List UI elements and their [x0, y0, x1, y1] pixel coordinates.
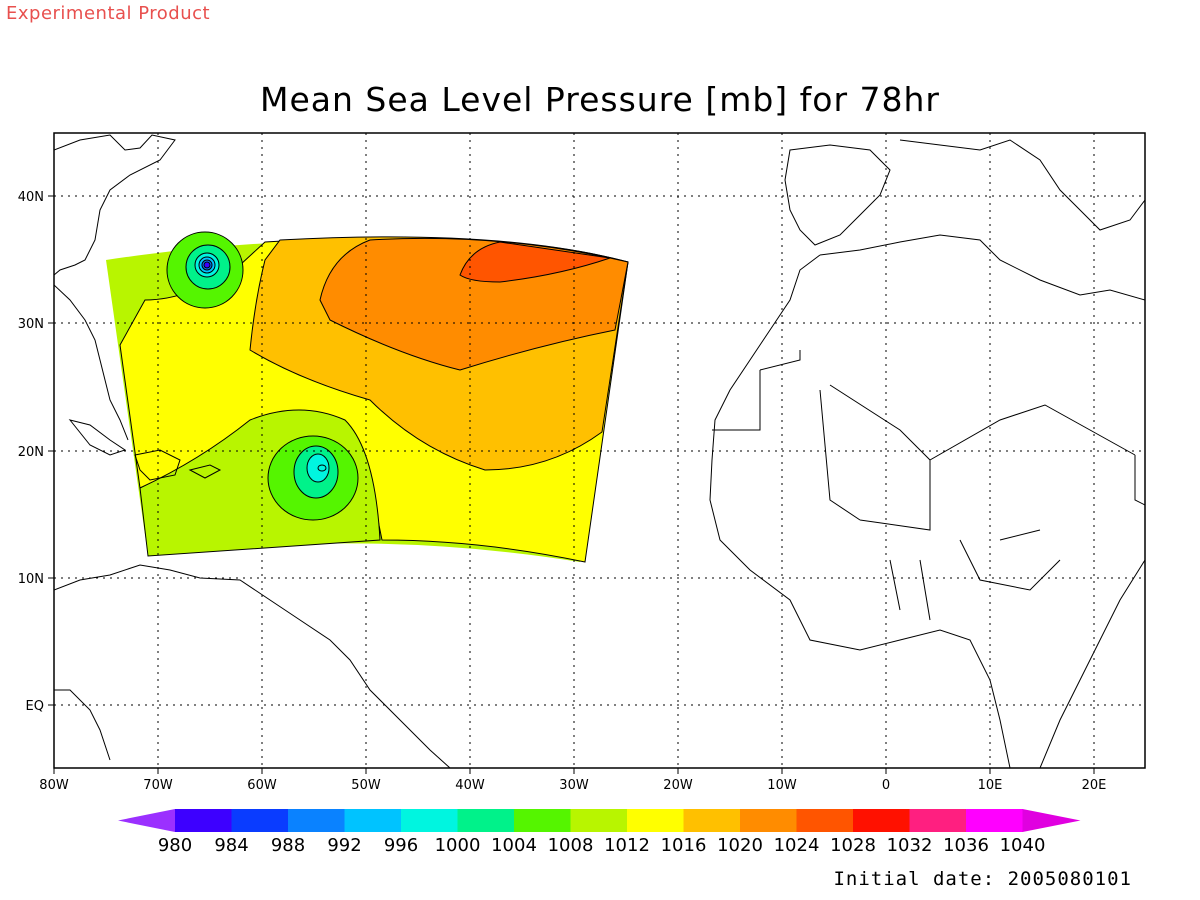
y-tick-label: 20N	[18, 445, 44, 460]
colorbar-label: 1020	[717, 835, 763, 856]
colorbar-label: 996	[384, 835, 418, 856]
colorbar-label: 1032	[887, 835, 933, 856]
x-tick-label: 10E	[978, 778, 1003, 793]
initial-date: Initial date: 2005080101	[833, 868, 1132, 890]
y-tick-label: EQ	[26, 699, 44, 714]
colorbar-label: 1004	[491, 835, 537, 856]
y-tick-label: 30N	[18, 317, 44, 332]
x-tick-label: 20E	[1082, 778, 1107, 793]
pressure-field	[106, 231, 629, 563]
experimental-product-label: Experimental Product	[6, 3, 211, 24]
y-tick-marks	[48, 195, 54, 706]
colorbar-label: 1008	[548, 835, 594, 856]
colorbar-segment	[627, 809, 684, 832]
colorbar-segment	[231, 809, 289, 832]
x-tick-label: 0	[882, 778, 890, 793]
colorbar-label: 984	[214, 835, 248, 856]
colorbar-segment	[683, 809, 741, 832]
colorbar-label: 980	[158, 835, 192, 856]
field-1028	[459, 241, 611, 283]
colorbar-segment	[175, 809, 232, 832]
y-tick-labels: 40N 30N 20N 10N EQ	[18, 190, 44, 714]
graticule	[54, 133, 1145, 768]
x-tick-label: 80W	[39, 778, 69, 793]
colorbar-segment	[853, 809, 910, 832]
colorbar-segment	[288, 809, 345, 832]
colorbar-cap-left	[118, 809, 175, 832]
x-tick-label: 70W	[143, 778, 173, 793]
colorbar-cap-right	[1022, 809, 1081, 832]
colorbar-segment	[740, 809, 797, 832]
colorbar-labels: 980 984 988 992 996 1000 1004 1008 1012 1016 1020 1…	[158, 835, 1046, 856]
colorbar-segment	[457, 809, 515, 832]
colorbar-segment	[514, 809, 571, 832]
colorbar-label: 1036	[943, 835, 989, 856]
x-tick-label: 20W	[663, 778, 693, 793]
colorbar-label: 988	[271, 835, 305, 856]
colorbar-segment	[796, 809, 854, 832]
colorbar-label: 1000	[435, 835, 481, 856]
coastlines	[54, 134, 1145, 768]
colorbar-label: 1012	[604, 835, 650, 856]
low-north-988	[203, 261, 211, 269]
colorbar-segment	[966, 809, 1023, 832]
x-tick-labels: 80W 70W 60W 50W 40W 30W 20W 10W 0 10E 20…	[39, 778, 1106, 793]
colorbar-segment	[401, 809, 458, 832]
colorbar-label: 992	[327, 835, 361, 856]
colorbar-label: 1016	[661, 835, 707, 856]
x-tick-label: 40W	[455, 778, 485, 793]
colorbar-label: 1024	[774, 835, 820, 856]
low-south-996	[317, 464, 327, 472]
colorbar-label: 1040	[1000, 835, 1046, 856]
y-tick-label: 40N	[18, 190, 44, 205]
colorbar-segment	[570, 809, 628, 832]
y-tick-label: 10N	[18, 572, 44, 587]
map-title: Mean Sea Level Pressure [mb] for 78hr	[259, 80, 941, 119]
x-tick-label: 30W	[559, 778, 589, 793]
colorbar-segment	[909, 809, 967, 832]
colorbar-segment	[344, 809, 402, 832]
colorbar	[118, 809, 1081, 832]
x-tick-label: 10W	[767, 778, 797, 793]
x-tick-marks	[53, 768, 1095, 774]
colorbar-label: 1028	[830, 835, 876, 856]
x-tick-label: 50W	[351, 778, 381, 793]
x-tick-label: 60W	[247, 778, 277, 793]
